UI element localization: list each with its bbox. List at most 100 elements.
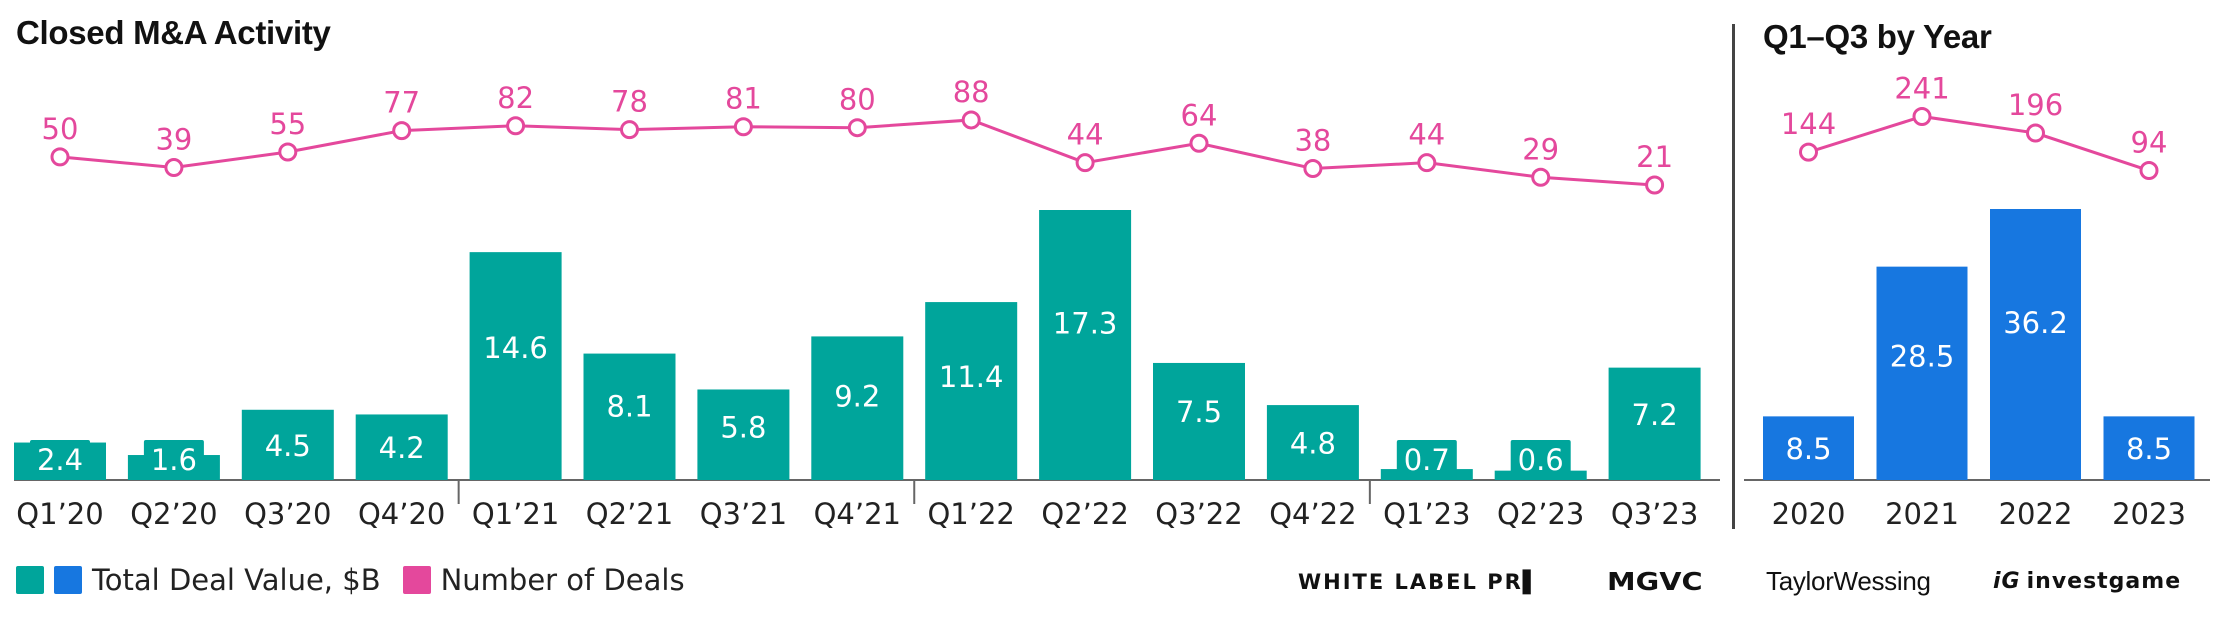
logo-white-label-pr: WHITE LABEL PR▌ xyxy=(1298,570,1541,594)
deals-line xyxy=(1808,114,2150,172)
bar xyxy=(583,353,676,480)
bar-value-label: 17.3 xyxy=(1053,306,1118,340)
x-tick-label: Q2’21 xyxy=(586,497,673,531)
deals-point xyxy=(1417,153,1437,173)
deals-value-label: 144 xyxy=(1781,107,1836,141)
deals-value-label: 82 xyxy=(497,81,534,115)
bar-value-label: 4.5 xyxy=(265,429,311,463)
legend-label-deals: Number of Deals xyxy=(440,563,685,597)
x-tick-label: Q1’20 xyxy=(16,497,103,531)
bar-value-label: 0.7 xyxy=(1404,443,1450,477)
logo-white-label-pr-text: WHITE LABEL PR xyxy=(1298,570,1523,594)
bar xyxy=(1763,416,1854,480)
bar-value-label: 2.4 xyxy=(37,443,83,477)
bar xyxy=(925,302,1018,480)
deals-point xyxy=(1799,142,1818,162)
x-tick-label: Q1’23 xyxy=(1383,497,1470,531)
bar xyxy=(1039,210,1132,480)
deals-point xyxy=(620,120,639,140)
bar-value-label: 7.2 xyxy=(1632,398,1678,432)
bar-label-box xyxy=(143,440,204,480)
deals-value-label: 78 xyxy=(611,85,648,119)
deals-value-label: 241 xyxy=(1894,71,1949,105)
bar-value-label: 4.2 xyxy=(379,431,425,465)
legend-swatch-pink xyxy=(402,566,431,594)
x-tick-label: Q3’22 xyxy=(1155,497,1242,531)
deals-value-label: 88 xyxy=(953,75,990,109)
bar xyxy=(2103,416,2195,480)
bar xyxy=(1608,367,1701,480)
deals-value-label: 55 xyxy=(269,107,306,141)
bar xyxy=(469,252,562,480)
deals-point xyxy=(2026,123,2045,143)
bar-value-label: 11.4 xyxy=(939,360,1004,394)
logo-mgvc: MGVC xyxy=(1607,567,1703,596)
x-tick-label: Q3’20 xyxy=(244,497,331,531)
x-tick-label: Q1’21 xyxy=(472,497,559,531)
deals-point xyxy=(1189,133,1209,153)
deals-point xyxy=(2139,161,2159,181)
bar-label-box xyxy=(1510,440,1571,480)
deals-value-label: 196 xyxy=(2008,88,2063,122)
deals-value-label: 38 xyxy=(1294,124,1331,158)
x-tick-label: Q1’22 xyxy=(927,497,1014,531)
x-tick-label: Q3’23 xyxy=(1611,497,1698,531)
bar xyxy=(811,336,904,480)
investgame-mark-icon: iG xyxy=(1993,569,2021,594)
logo-taylor-wessing: TaylorWessing xyxy=(1766,566,1931,596)
bar xyxy=(355,414,448,480)
deals-value-label: 81 xyxy=(725,82,762,116)
x-tick-label: Q4’22 xyxy=(1269,497,1356,531)
bar xyxy=(1266,405,1359,480)
chart-title-right: Q1–Q3 by Year xyxy=(1763,18,1992,55)
x-tick-label: 2023 xyxy=(2112,497,2186,531)
panel-divider xyxy=(1732,24,1735,529)
deals-point xyxy=(392,121,412,141)
x-tick-label: 2022 xyxy=(1999,497,2073,531)
legend-swatch-blue xyxy=(54,566,82,594)
x-tick-label: 2020 xyxy=(1772,497,1846,531)
bar-value-label: 28.5 xyxy=(1890,339,1955,373)
legend-swatch-teal xyxy=(16,566,44,594)
x-tick-label: Q3’21 xyxy=(700,497,787,531)
x-tick-label: Q2’23 xyxy=(1497,497,1584,531)
chart-title-left: Closed M&A Activity xyxy=(16,14,331,51)
bar-value-label: 5.8 xyxy=(720,410,766,444)
logo-investgame: iG investgame xyxy=(1993,569,2181,594)
deals-value-label: 77 xyxy=(383,86,420,120)
deals-value-label: 94 xyxy=(2131,126,2168,160)
bar-value-label: 14.6 xyxy=(483,331,548,365)
deals-point xyxy=(1075,153,1095,173)
deals-point xyxy=(1303,159,1323,179)
bar-value-label: 36.2 xyxy=(2003,306,2068,340)
bar-value-label: 7.5 xyxy=(1176,395,1222,429)
bar xyxy=(1876,266,1968,480)
bar-value-label: 9.2 xyxy=(834,380,880,414)
x-tick-label: Q4’21 xyxy=(814,497,901,531)
bar xyxy=(1990,209,2081,480)
logo-investgame-text: investgame xyxy=(2026,569,2182,594)
deals-point xyxy=(164,158,184,178)
deals-point xyxy=(278,142,298,162)
deals-value-label: 50 xyxy=(42,112,79,146)
bar-label-box xyxy=(1396,440,1457,480)
legend: Total Deal Value, $B Number of Deals xyxy=(16,562,707,598)
bar-value-label: 8.1 xyxy=(606,390,652,424)
x-tick-label: Q2’20 xyxy=(130,497,217,531)
deals-value-label: 64 xyxy=(1181,98,1218,132)
deals-value-label: 44 xyxy=(1408,118,1445,152)
x-tick-label: Q4’20 xyxy=(358,497,445,531)
deals-point xyxy=(1531,167,1551,187)
deals-point xyxy=(1912,106,1932,126)
bar-label-box xyxy=(30,440,90,480)
deals-point xyxy=(1645,175,1665,195)
bar xyxy=(697,389,790,480)
deals-value-label: 44 xyxy=(1067,118,1104,152)
legend-label-value: Total Deal Value, $B xyxy=(92,563,381,597)
deals-point xyxy=(961,110,981,130)
deals-value-label: 80 xyxy=(839,83,876,117)
deals-point xyxy=(50,147,70,167)
bar-value-label: 8.5 xyxy=(2126,432,2172,466)
deals-point xyxy=(733,117,753,137)
